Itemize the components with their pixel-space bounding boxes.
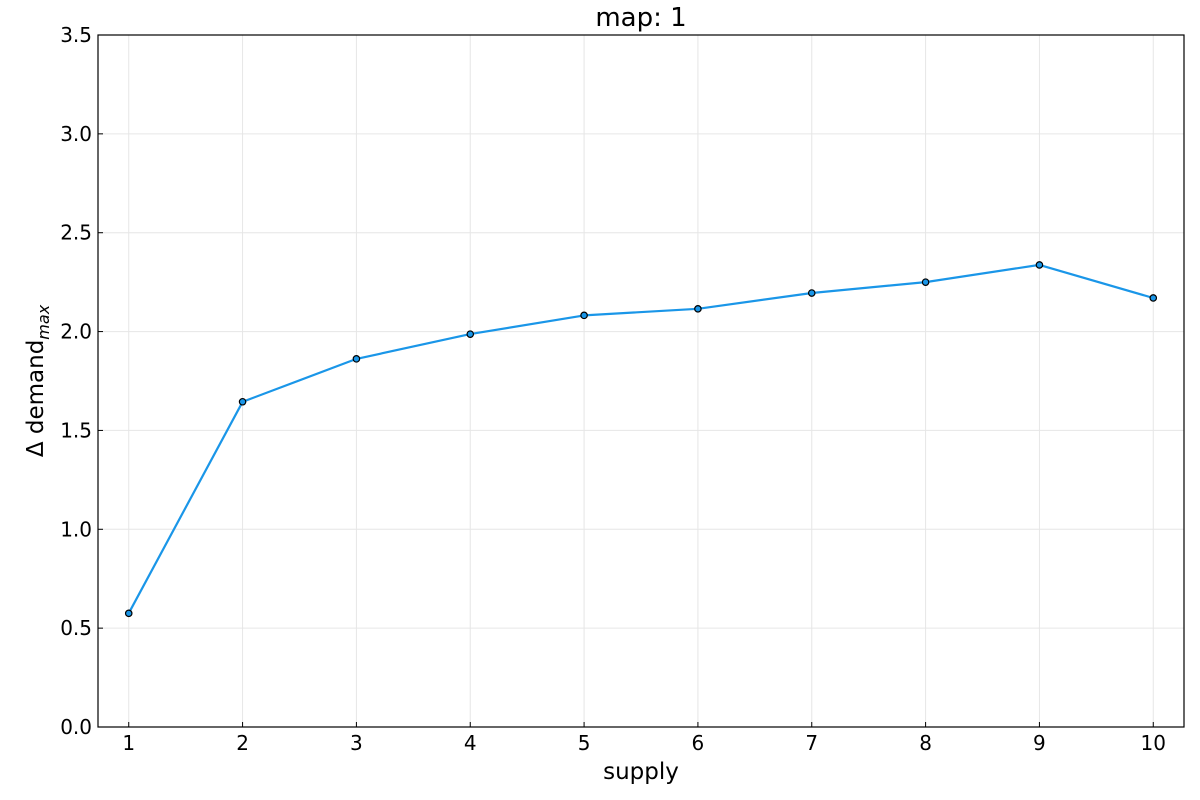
data-point	[352, 355, 361, 363]
series-line	[127, 263, 1154, 614]
x-tick-label: 2	[236, 731, 249, 755]
x-tick-label: 7	[805, 731, 818, 755]
y-tick-label: 2.5	[60, 221, 92, 245]
y-axis-label-subscript: max	[34, 304, 53, 339]
data-point	[1035, 261, 1044, 269]
data-point	[694, 305, 702, 313]
y-tick-label: 1.5	[60, 418, 92, 442]
data-point	[921, 278, 930, 286]
y-tick-label: 3.5	[60, 23, 92, 47]
plot-frame	[97, 34, 1185, 728]
data-point	[466, 330, 475, 338]
y-axis-label: Δ demandmax	[23, 304, 53, 457]
y-tick-label: 1.0	[60, 517, 92, 541]
y-tick-label: 2.0	[60, 320, 92, 344]
x-tick-label: 6	[692, 731, 705, 755]
x-tick-label: 3	[350, 731, 363, 755]
series-layer	[124, 261, 1158, 618]
x-tick-label: 10	[1141, 731, 1166, 755]
ticks: 1 2 3 4 5 6 7 8 9 10 0.0 0.5 1.0 1.5 2.0 2.5 3.0 3.5	[60, 23, 1166, 755]
x-tick-label: 8	[919, 731, 932, 755]
y-axis-label-main: Δ demand	[23, 340, 49, 457]
x-tick-label: 9	[1033, 731, 1046, 755]
y-tick-label: 0.0	[60, 715, 92, 739]
y-tick-label: 3.0	[60, 122, 92, 146]
chart-title: map: 1	[595, 3, 686, 33]
data-point	[1149, 294, 1158, 302]
x-tick-label: 4	[464, 731, 477, 755]
x-tick-label: 1	[122, 731, 135, 755]
x-tick-label: 5	[578, 731, 591, 755]
y-tick-label: 0.5	[60, 616, 92, 640]
data-point	[807, 289, 816, 297]
data-point	[124, 609, 133, 618]
data-point	[238, 397, 247, 406]
x-axis-label: supply	[603, 759, 679, 785]
data-point	[580, 311, 588, 320]
grid	[98, 34, 1184, 728]
